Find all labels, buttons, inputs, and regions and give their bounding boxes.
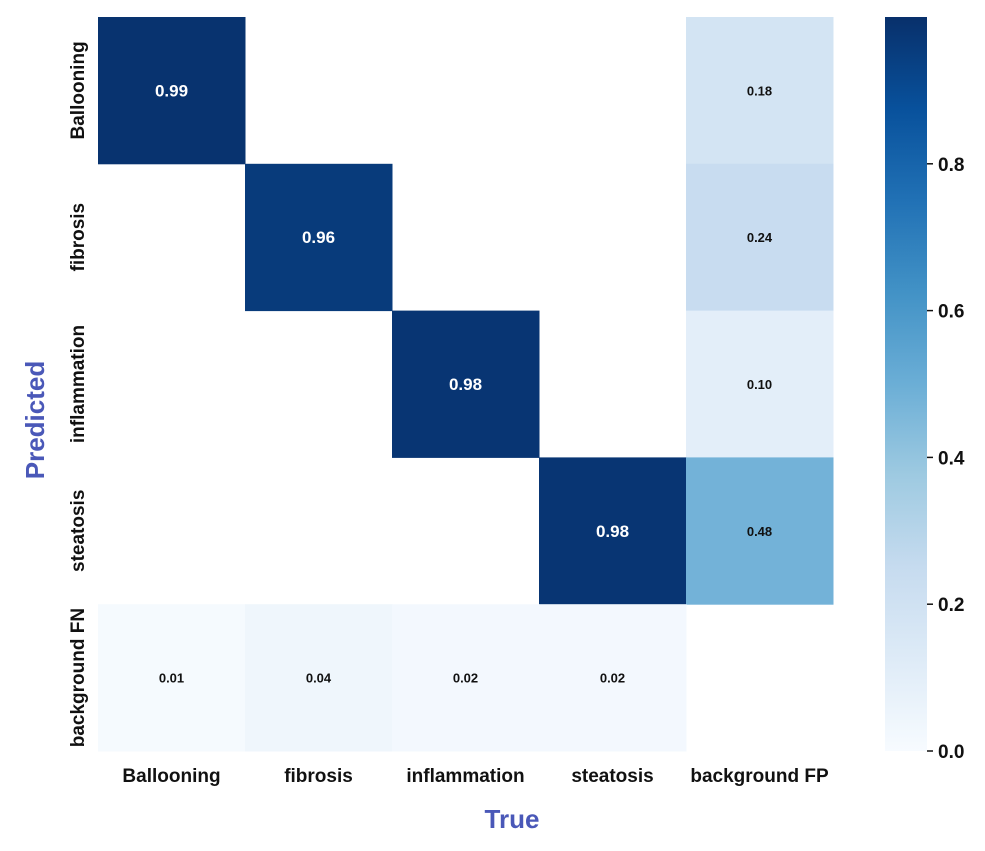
cell-value-label: 0.01 xyxy=(159,671,184,686)
cell-value-label: 0.96 xyxy=(302,228,335,247)
heatmap-cell xyxy=(686,163,834,312)
heatmap-cell xyxy=(245,163,393,312)
x-tick-label: steatosis xyxy=(571,766,653,787)
heatmap-cell xyxy=(686,310,834,458)
x-tick-label: inflammation xyxy=(406,766,524,787)
heatmap-cell xyxy=(245,604,393,752)
cell-value-label: 0.98 xyxy=(449,375,482,394)
cell-value-label: 0.02 xyxy=(600,671,625,686)
y-axis-tick-labels: Ballooning fibrosis inflammation steatosis b… xyxy=(68,41,89,747)
cell-value-label: 0.99 xyxy=(155,81,188,100)
colorbar-tick-label: 0.6 xyxy=(938,302,964,323)
cell-value-label: 0.04 xyxy=(306,671,332,686)
cell-value-label: 0.18 xyxy=(747,83,772,98)
y-tick-label: steatosis xyxy=(68,490,89,572)
y-axis-title: Predicted xyxy=(20,361,50,480)
heatmap-cell-labels: 0.99 0.18 0.96 0.24 0.98 0.10 0.98 0.48 0.01 0.04… xyxy=(155,81,773,685)
y-tick-label: Ballooning xyxy=(68,41,89,139)
colorbar: 0.0 0.2 0.4 0.6 0.8 xyxy=(885,17,965,763)
heatmap-cell xyxy=(686,457,834,605)
cell-value-label: 0.48 xyxy=(747,524,772,539)
colorbar-tick-label: 0.4 xyxy=(938,448,965,469)
y-tick-label: inflammation xyxy=(68,325,89,443)
heatmap-cell xyxy=(98,17,246,165)
heatmap-cell xyxy=(539,457,687,605)
cell-value-label: 0.02 xyxy=(453,671,478,686)
heatmap-cell xyxy=(392,310,540,458)
y-tick-label: fibrosis xyxy=(68,203,89,272)
x-axis-title: True xyxy=(485,804,540,834)
cell-value-label: 0.10 xyxy=(747,377,772,392)
x-axis-tick-labels: Ballooning fibrosis inflammation steatosis b… xyxy=(122,766,829,787)
x-tick-label: background FP xyxy=(690,766,829,787)
heatmap-cell xyxy=(392,604,540,752)
colorbar-ticks: 0.0 0.2 0.4 0.6 0.8 xyxy=(927,155,965,763)
x-tick-label: Ballooning xyxy=(122,766,220,787)
colorbar-tick-label: 0.0 xyxy=(938,742,964,763)
x-tick-label: fibrosis xyxy=(284,766,353,787)
heatmap-cell xyxy=(98,604,246,752)
cell-value-label: 0.98 xyxy=(596,522,629,541)
cell-value-label: 0.24 xyxy=(747,230,773,245)
heatmap-cell xyxy=(539,604,687,752)
colorbar-gradient xyxy=(885,17,927,751)
colorbar-tick-label: 0.2 xyxy=(938,595,964,616)
y-tick-label: background FN xyxy=(68,608,89,747)
colorbar-tick-label: 0.8 xyxy=(938,155,964,176)
heatmap-cells xyxy=(98,17,834,752)
heatmap-cell xyxy=(686,17,834,165)
